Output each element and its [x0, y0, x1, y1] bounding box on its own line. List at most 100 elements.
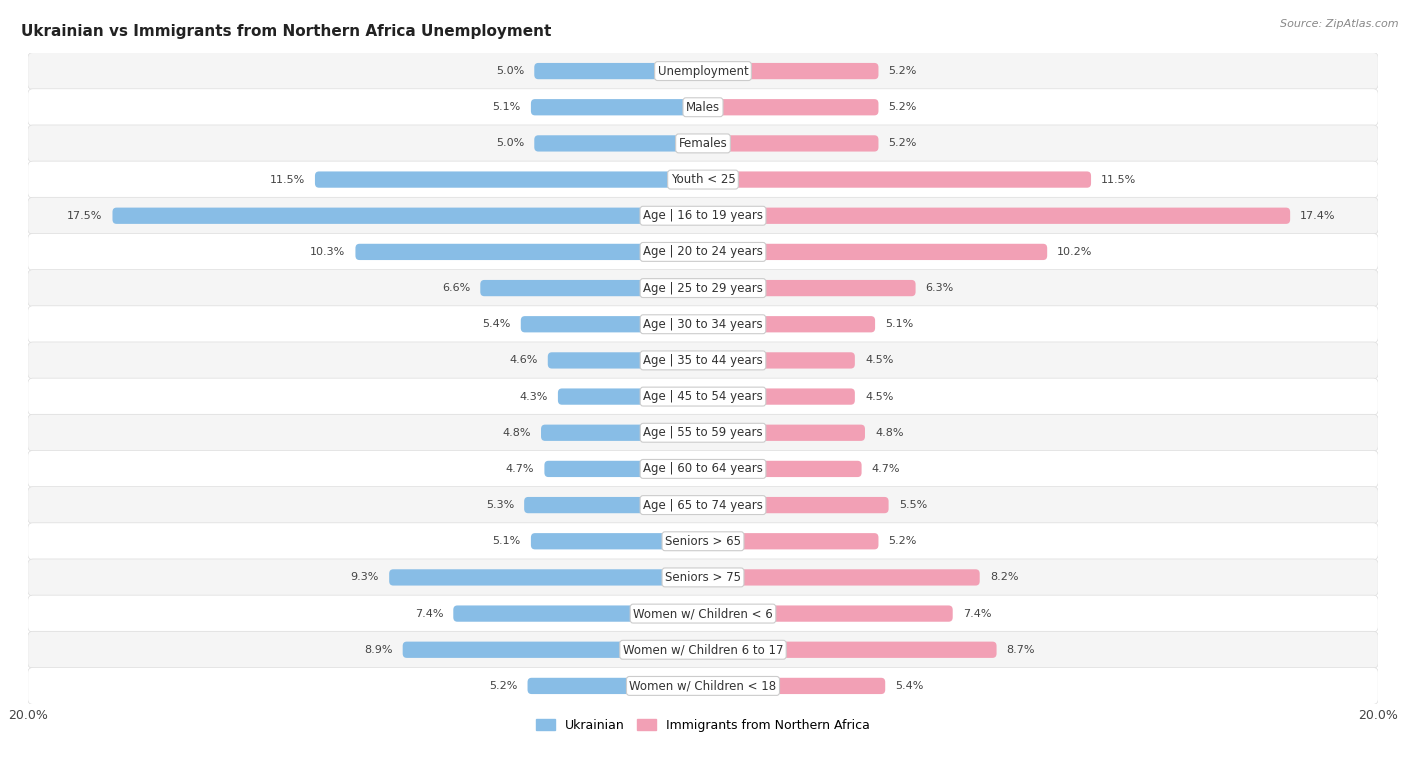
Text: 8.9%: 8.9% — [364, 645, 392, 655]
Text: 5.2%: 5.2% — [889, 536, 917, 547]
FancyBboxPatch shape — [481, 280, 703, 296]
FancyBboxPatch shape — [703, 388, 855, 405]
FancyBboxPatch shape — [541, 425, 703, 441]
FancyBboxPatch shape — [28, 198, 1378, 234]
Text: 5.2%: 5.2% — [489, 681, 517, 691]
Text: 5.1%: 5.1% — [492, 536, 520, 547]
Text: Seniors > 75: Seniors > 75 — [665, 571, 741, 584]
Text: Age | 45 to 54 years: Age | 45 to 54 years — [643, 390, 763, 403]
Text: Age | 16 to 19 years: Age | 16 to 19 years — [643, 209, 763, 223]
Text: 17.4%: 17.4% — [1301, 210, 1336, 221]
Text: 7.4%: 7.4% — [415, 609, 443, 618]
Text: 5.2%: 5.2% — [889, 66, 917, 76]
FancyBboxPatch shape — [703, 678, 886, 694]
FancyBboxPatch shape — [28, 487, 1378, 524]
Text: 4.6%: 4.6% — [509, 356, 537, 366]
Text: 4.8%: 4.8% — [875, 428, 904, 438]
Text: Age | 55 to 59 years: Age | 55 to 59 years — [643, 426, 763, 439]
Text: 4.7%: 4.7% — [872, 464, 900, 474]
FancyBboxPatch shape — [531, 99, 703, 115]
Text: Age | 25 to 29 years: Age | 25 to 29 years — [643, 282, 763, 294]
Text: Age | 35 to 44 years: Age | 35 to 44 years — [643, 354, 763, 367]
Text: Age | 60 to 64 years: Age | 60 to 64 years — [643, 463, 763, 475]
FancyBboxPatch shape — [703, 244, 1047, 260]
FancyBboxPatch shape — [703, 207, 1291, 224]
Text: Males: Males — [686, 101, 720, 114]
FancyBboxPatch shape — [524, 497, 703, 513]
Text: Age | 20 to 24 years: Age | 20 to 24 years — [643, 245, 763, 258]
FancyBboxPatch shape — [356, 244, 703, 260]
FancyBboxPatch shape — [703, 425, 865, 441]
Text: 5.0%: 5.0% — [496, 139, 524, 148]
Text: 5.2%: 5.2% — [889, 102, 917, 112]
FancyBboxPatch shape — [28, 53, 1378, 89]
Text: 11.5%: 11.5% — [1101, 175, 1136, 185]
FancyBboxPatch shape — [534, 136, 703, 151]
Text: 4.3%: 4.3% — [519, 391, 548, 401]
FancyBboxPatch shape — [28, 269, 1378, 307]
Text: Age | 65 to 74 years: Age | 65 to 74 years — [643, 499, 763, 512]
Text: 5.2%: 5.2% — [889, 139, 917, 148]
Text: 8.2%: 8.2% — [990, 572, 1018, 582]
FancyBboxPatch shape — [703, 642, 997, 658]
FancyBboxPatch shape — [558, 388, 703, 405]
FancyBboxPatch shape — [28, 125, 1378, 162]
Text: Seniors > 65: Seniors > 65 — [665, 534, 741, 548]
Text: Youth < 25: Youth < 25 — [671, 173, 735, 186]
FancyBboxPatch shape — [527, 678, 703, 694]
FancyBboxPatch shape — [28, 233, 1378, 270]
Text: Women w/ Children 6 to 17: Women w/ Children 6 to 17 — [623, 643, 783, 656]
FancyBboxPatch shape — [28, 523, 1378, 559]
Text: 5.4%: 5.4% — [896, 681, 924, 691]
FancyBboxPatch shape — [28, 450, 1378, 488]
Text: 11.5%: 11.5% — [270, 175, 305, 185]
FancyBboxPatch shape — [703, 280, 915, 296]
Text: 5.4%: 5.4% — [482, 319, 510, 329]
Text: 5.1%: 5.1% — [492, 102, 520, 112]
FancyBboxPatch shape — [28, 595, 1378, 632]
Text: Unemployment: Unemployment — [658, 64, 748, 77]
FancyBboxPatch shape — [703, 99, 879, 115]
FancyBboxPatch shape — [534, 63, 703, 79]
Text: 4.8%: 4.8% — [502, 428, 531, 438]
FancyBboxPatch shape — [703, 606, 953, 621]
FancyBboxPatch shape — [28, 161, 1378, 198]
FancyBboxPatch shape — [703, 352, 855, 369]
Text: Ukrainian vs Immigrants from Northern Africa Unemployment: Ukrainian vs Immigrants from Northern Af… — [21, 24, 551, 39]
Text: 10.2%: 10.2% — [1057, 247, 1092, 257]
FancyBboxPatch shape — [112, 207, 703, 224]
Text: 4.7%: 4.7% — [506, 464, 534, 474]
Text: 5.3%: 5.3% — [486, 500, 515, 510]
FancyBboxPatch shape — [544, 461, 703, 477]
Text: 4.5%: 4.5% — [865, 391, 893, 401]
Text: Women w/ Children < 18: Women w/ Children < 18 — [630, 680, 776, 693]
Text: 5.5%: 5.5% — [898, 500, 927, 510]
FancyBboxPatch shape — [28, 306, 1378, 343]
Text: 7.4%: 7.4% — [963, 609, 991, 618]
FancyBboxPatch shape — [28, 342, 1378, 378]
Legend: Ukrainian, Immigrants from Northern Africa: Ukrainian, Immigrants from Northern Afri… — [531, 714, 875, 737]
Text: 8.7%: 8.7% — [1007, 645, 1035, 655]
FancyBboxPatch shape — [402, 642, 703, 658]
FancyBboxPatch shape — [703, 461, 862, 477]
FancyBboxPatch shape — [703, 171, 1091, 188]
FancyBboxPatch shape — [28, 668, 1378, 704]
Text: 4.5%: 4.5% — [865, 356, 893, 366]
Text: 5.0%: 5.0% — [496, 66, 524, 76]
FancyBboxPatch shape — [28, 559, 1378, 596]
FancyBboxPatch shape — [548, 352, 703, 369]
Text: 10.3%: 10.3% — [311, 247, 346, 257]
FancyBboxPatch shape — [520, 316, 703, 332]
FancyBboxPatch shape — [703, 533, 879, 550]
FancyBboxPatch shape — [703, 63, 879, 79]
Text: 6.3%: 6.3% — [925, 283, 953, 293]
FancyBboxPatch shape — [28, 631, 1378, 668]
Text: 17.5%: 17.5% — [67, 210, 103, 221]
Text: Age | 30 to 34 years: Age | 30 to 34 years — [643, 318, 763, 331]
FancyBboxPatch shape — [703, 569, 980, 586]
FancyBboxPatch shape — [703, 316, 875, 332]
FancyBboxPatch shape — [28, 414, 1378, 451]
Text: 6.6%: 6.6% — [441, 283, 470, 293]
FancyBboxPatch shape — [389, 569, 703, 586]
Text: Source: ZipAtlas.com: Source: ZipAtlas.com — [1281, 19, 1399, 29]
